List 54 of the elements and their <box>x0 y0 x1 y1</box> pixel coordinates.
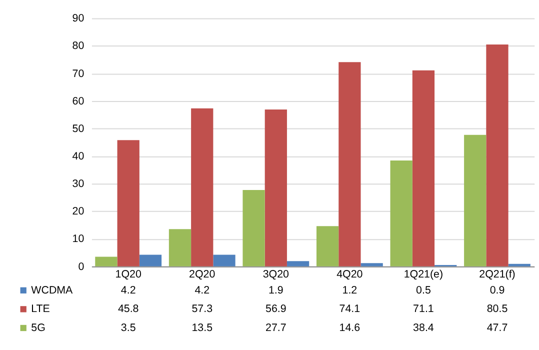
data-label: 47.7 <box>486 322 508 334</box>
legend-label: 5G <box>31 322 46 334</box>
data-label: 80.5 <box>486 303 508 316</box>
data-label: 56.9 <box>266 303 286 316</box>
bar <box>264 110 287 266</box>
bar <box>242 190 265 266</box>
x-tick-label: 1Q21(e) <box>404 268 444 281</box>
bar <box>390 160 412 266</box>
bar <box>286 261 310 266</box>
bar <box>338 62 361 266</box>
bar <box>95 256 118 266</box>
bar <box>139 254 162 266</box>
y-tick-label: 50 <box>72 122 84 135</box>
bar <box>486 44 508 266</box>
data-label: 1.9 <box>268 284 284 296</box>
bar <box>316 226 339 266</box>
legend-label: WCDMA <box>31 284 74 296</box>
bar <box>168 229 192 266</box>
data-label: 14.6 <box>339 322 360 334</box>
bar <box>360 263 383 266</box>
y-tick-label: 0 <box>78 260 84 273</box>
x-tick-label: 3Q20 <box>262 268 290 281</box>
bar <box>191 108 214 266</box>
data-label: 0.9 <box>490 284 505 296</box>
y-tick-label: 40 <box>72 150 84 163</box>
bar <box>508 264 530 266</box>
x-tick-label: 2Q21(f) <box>479 268 516 281</box>
x-tick-label: 1Q20 <box>115 268 142 281</box>
bar <box>464 134 486 266</box>
data-label: 57.3 <box>192 303 213 316</box>
y-tick-label: 30 <box>72 178 84 190</box>
legend-label: LTE <box>31 303 50 316</box>
bar <box>117 140 140 266</box>
data-label: 27.7 <box>266 322 286 334</box>
data-label: 71.1 <box>413 303 434 316</box>
data-label: 13.5 <box>192 322 213 334</box>
data-label: 1.2 <box>342 284 358 296</box>
y-tick-label: 10 <box>72 233 84 246</box>
y-tick-label: 20 <box>72 206 84 218</box>
y-tick-label: 80 <box>72 40 84 52</box>
data-label: 45.8 <box>118 303 139 316</box>
data-label: 4.2 <box>120 284 136 296</box>
data-label: 0.5 <box>416 284 431 296</box>
x-tick-label: 4Q20 <box>336 268 363 281</box>
y-tick-label: 90 <box>72 12 84 25</box>
bar <box>412 70 435 266</box>
data-label: 38.4 <box>413 322 434 334</box>
data-label: 4.2 <box>194 284 210 296</box>
data-label: 3.5 <box>120 322 136 334</box>
y-tick-label: 60 <box>72 95 84 108</box>
bar <box>213 254 236 266</box>
x-tick-label: 2Q20 <box>189 268 216 281</box>
data-label: 74.1 <box>339 303 360 316</box>
y-tick-label: 70 <box>72 68 84 80</box>
